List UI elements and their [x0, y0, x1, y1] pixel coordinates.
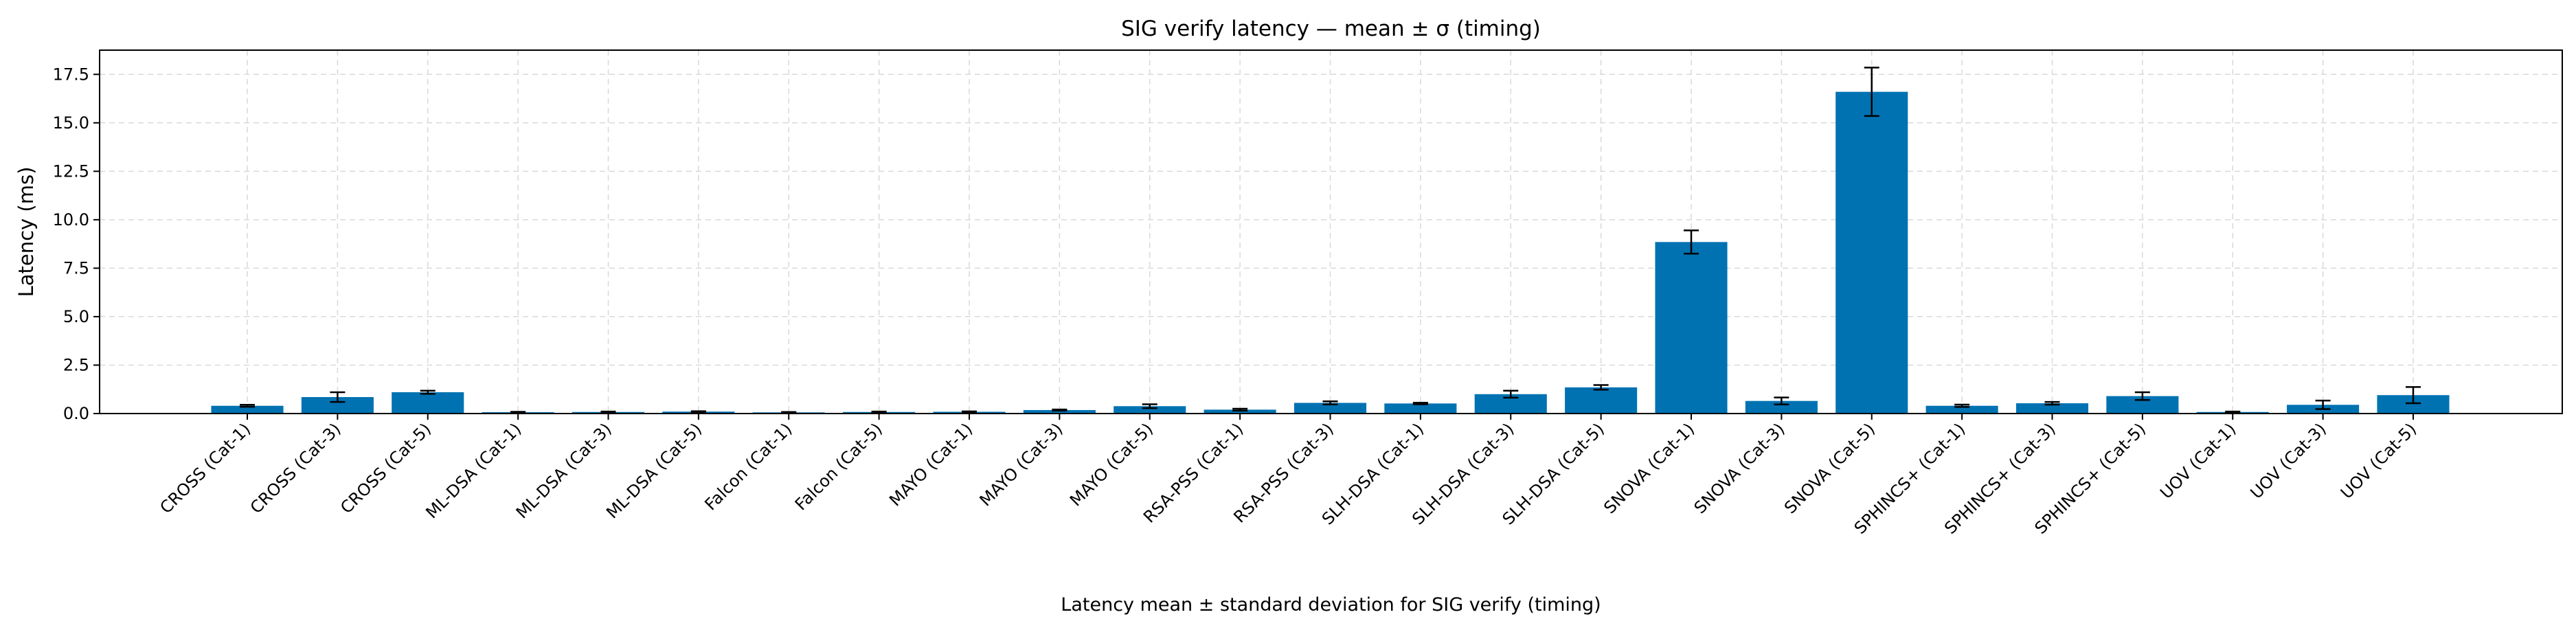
- bar: [1565, 387, 1638, 414]
- x-tick-label: Falcon (Cat-5): [791, 419, 886, 514]
- bar: [1114, 406, 1186, 414]
- y-axis-label: Latency (ms): [14, 167, 38, 297]
- y-tick-label: 15.0: [53, 113, 89, 133]
- y-tick-label: 5.0: [63, 307, 89, 326]
- x-tick-label: CROSS (Cat-5): [337, 419, 435, 517]
- bar: [1655, 242, 1728, 414]
- y-tick-label: 12.5: [53, 161, 89, 181]
- y-tick-label: 10.0: [53, 210, 89, 229]
- y-tick-label: 17.5: [53, 65, 89, 84]
- plot-frame: [99, 49, 2563, 414]
- grid-lines: [100, 50, 2562, 414]
- error-bars: [240, 67, 2421, 414]
- x-tick-label: ML-DSA (Cat-5): [602, 419, 705, 522]
- bar: [1384, 403, 1457, 414]
- x-tick-label: RSA-PSS (Cat-3): [1230, 419, 1337, 526]
- x-tick-label: UOV (Cat-5): [2337, 419, 2420, 502]
- y-tick-label: 2.5: [63, 355, 89, 374]
- x-axis-ticks: CROSS (Cat-1)CROSS (Cat-3)CROSS (Cat-5)M…: [156, 414, 2420, 538]
- bar: [1293, 403, 1367, 414]
- bar: [1835, 91, 1908, 414]
- bar: [2015, 403, 2089, 414]
- x-tick-label: UOV (Cat-1): [2156, 419, 2239, 502]
- bar: [392, 392, 464, 414]
- y-tick-label: 0.0: [63, 404, 89, 423]
- bar: [1204, 409, 1276, 414]
- bar: [1745, 400, 1818, 414]
- x-axis-caption: Latency mean ± standard deviation for SI…: [1061, 594, 1601, 616]
- x-tick-label: SNOVA (Cat-3): [1691, 419, 1789, 517]
- x-tick-label: SNOVA (Cat-5): [1781, 419, 1879, 517]
- x-tick-label: MAYO (Cat-5): [1066, 419, 1157, 510]
- x-tick-label: SLH-DSA (Cat-5): [1499, 419, 1608, 528]
- y-axis-ticks: 0.0 2.5 5.0 7.5 10.0 12.5 15.0 17.5: [53, 65, 100, 423]
- bar: [211, 405, 284, 414]
- bar: [1925, 405, 1998, 414]
- x-tick-label: ML-DSA (Cat-1): [422, 419, 525, 522]
- bars: [211, 91, 2450, 414]
- bar: [1023, 409, 1096, 414]
- x-tick-label: Falcon (Cat-1): [701, 419, 795, 514]
- x-tick-label: SNOVA (Cat-1): [1600, 419, 1698, 517]
- x-tick-label: CROSS (Cat-1): [156, 419, 254, 517]
- bar: [301, 397, 374, 414]
- x-tick-label: UOV (Cat-3): [2247, 419, 2330, 502]
- x-tick-label: CROSS (Cat-3): [247, 419, 345, 517]
- y-tick-label: 7.5: [63, 258, 89, 278]
- chart-title: SIG verify latency — mean ± σ (timing): [1121, 16, 1541, 41]
- x-tick-label: RSA-PSS (Cat-1): [1140, 419, 1247, 526]
- x-tick-label: MAYO (Cat-3): [976, 419, 1067, 510]
- x-tick-label: MAYO (Cat-1): [885, 419, 976, 510]
- x-tick-label: ML-DSA (Cat-3): [512, 419, 615, 522]
